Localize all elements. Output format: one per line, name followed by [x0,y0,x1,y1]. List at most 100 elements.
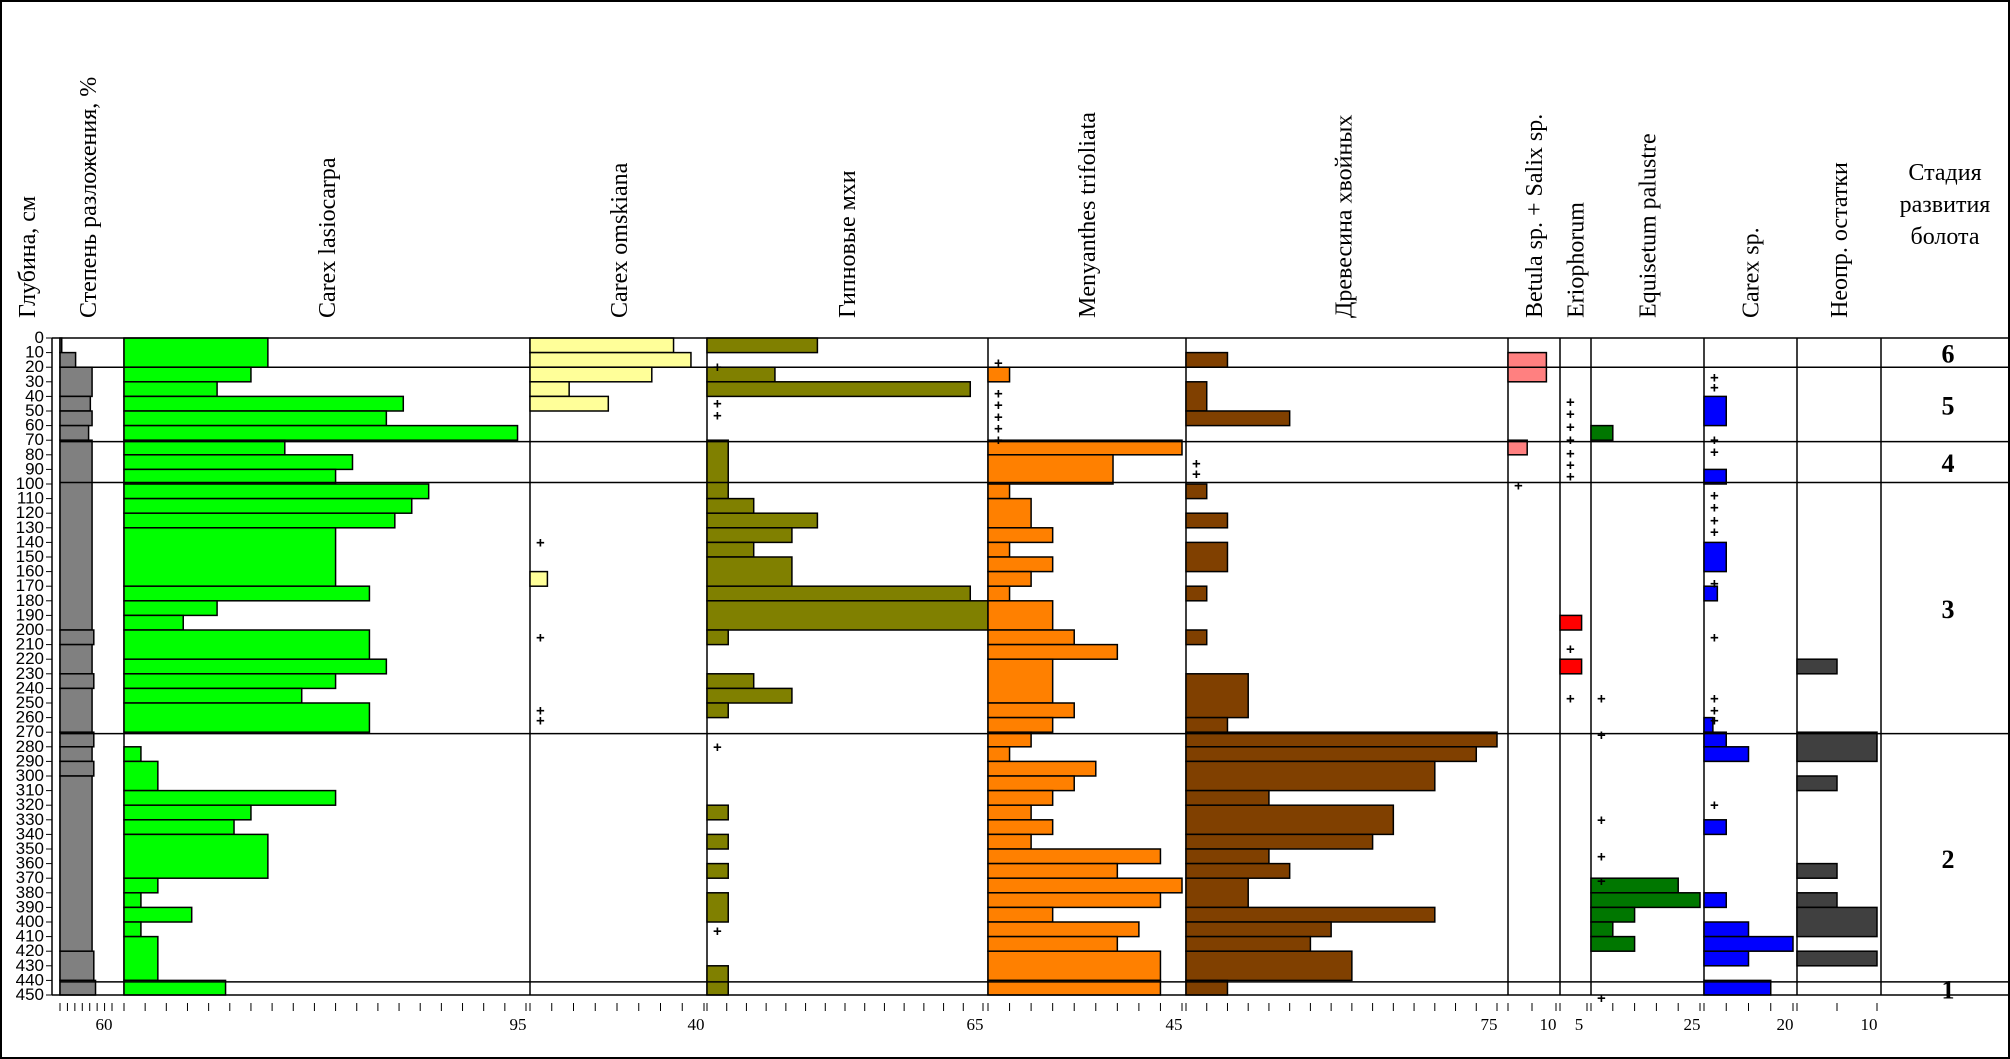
conifer_wood-title: Древесина хвойных [1332,115,1358,318]
depth-tick-label: 150 [16,547,44,566]
depth-tick-label: 310 [16,781,44,800]
decomp-bar [59,775,93,952]
carex_sp-bar [1703,819,1727,836]
conifer_wood-bar [1185,483,1208,500]
carex_omskiana-bar [529,570,549,587]
carex_sp-plus-marker: + [1710,432,1719,449]
menyanthes-plus-marker: + [994,421,1003,438]
depth-tick-label: 180 [16,591,44,610]
carex_sp-bar [1703,935,1794,952]
eriophorum-bar [1559,658,1583,675]
menyanthes-bar [987,702,1075,719]
carex_sp-plus-marker: + [1710,797,1719,814]
decomp-bar [59,439,93,631]
depth-tick-label: 80 [25,445,44,464]
carex_sp-bar [1703,950,1750,967]
decomp-bar [59,351,77,368]
stage-label: 3 [1942,595,1955,624]
carex_omskiana-plus-marker: + [536,713,545,730]
menyanthes-bar [987,760,1097,777]
menyanthes-bar [987,629,1075,646]
depth-tick-label: 360 [16,854,44,873]
carex_sp-plus-marker: + [1710,488,1719,505]
equisetum-bar [1590,935,1636,952]
decomp-axis-label: 60 [96,1015,113,1034]
carex_omskiana-bar [529,337,675,354]
carex_lasiocarpa-bar [123,892,142,909]
conifer_wood-bar [1185,541,1229,573]
equisetum-plus-marker: + [1597,727,1606,744]
depth-tick-label: 320 [16,795,44,814]
decomp-bar [59,760,95,777]
depth-tick-label: 140 [16,532,44,551]
hypnum_moss-bar [706,965,729,996]
betula_salix-title: Betula sp. + Salix sp. [1522,114,1548,318]
hypnum_moss-bar [706,381,972,398]
carex_omskiana-plus-marker: + [536,702,545,719]
carex_lasiocarpa-bar [123,804,252,821]
hypnum_moss-bar [706,673,755,690]
unidentified-axis-label: 10 [1861,1015,1878,1034]
hypnum_moss-bar [706,702,729,719]
menyanthes-bar [987,585,1011,602]
decomp-bar [59,950,95,982]
hypnum_moss-bar [706,804,729,821]
carex_sp-plus-marker: + [1710,702,1719,719]
carex_lasiocarpa-bar [123,935,159,982]
decomp-bar [59,643,93,675]
carex_sp-bar [1703,921,1750,938]
carex_lasiocarpa-bar [123,673,337,690]
menyanthes-bar [987,775,1075,792]
carex_sp-plus-marker: + [1710,444,1719,461]
eriophorum-plus-marker: + [1566,419,1575,436]
menyanthes-bar [987,935,1119,952]
depth-tick-label: 240 [16,678,44,697]
hypnum_moss-bar [706,892,729,923]
conifer_wood-bar [1185,381,1208,412]
menyanthes-bar [987,921,1140,938]
depth-tick-label: 110 [17,489,44,508]
carex_sp-plus-marker: + [1710,524,1719,541]
hypnum_moss-bar [706,439,729,500]
conifer_wood-bar [1185,746,1478,763]
conifer_wood-bar [1185,804,1395,836]
eriophorum-plus-marker: + [1566,457,1575,474]
unidentified-bar [1796,731,1878,763]
carex_lasiocarpa-bar [123,702,371,733]
carex_lasiocarpa-bar [123,877,159,894]
depth-tick-label: 30 [25,372,44,391]
depth-tick-label: 100 [16,474,44,493]
conifer_wood-bar [1185,585,1208,602]
stage-label: 2 [1942,845,1955,874]
carex_lasiocarpa-bar [123,424,519,441]
carex_sp-plus-marker: + [1710,713,1719,730]
hypnum_moss-plus-marker: + [713,396,722,413]
decomp-bar [59,746,93,763]
hypnum_moss-bar [706,862,729,879]
menyanthes-plus-marker: + [994,409,1003,426]
unidentified-bar [1796,658,1838,675]
carex_lasiocarpa-bar [123,512,396,529]
eriophorum-axis-label: 5 [1575,1015,1584,1034]
hypnum_moss-plus-marker: + [713,739,722,756]
hypnum_moss-bar [706,585,972,602]
conifer_wood-bar [1185,760,1436,792]
equisetum-plus-marker: + [1597,848,1606,865]
menyanthes-bar [987,600,1054,631]
conifer_wood-bar [1185,351,1229,368]
carex_sp-bar [1703,746,1750,763]
carex_lasiocarpa-bar [123,614,184,631]
carex_lasiocarpa-title: Carex lasiocarpa [315,157,341,318]
conifer_wood-bar [1185,833,1374,850]
conifer_wood-bar [1185,906,1436,923]
carex_lasiocarpa-bar [123,819,235,836]
equisetum-axis-label: 25 [1684,1015,1701,1034]
betula_salix-plus-marker: + [1514,477,1523,494]
depth-tick-label: 410 [16,927,44,946]
equisetum-plus-marker: + [1597,873,1606,890]
depth-tick-label: 430 [16,956,44,975]
conifer_wood-bar [1185,848,1270,865]
hypnum_moss-bar [706,833,729,850]
depth-tick-label: 350 [16,839,44,858]
